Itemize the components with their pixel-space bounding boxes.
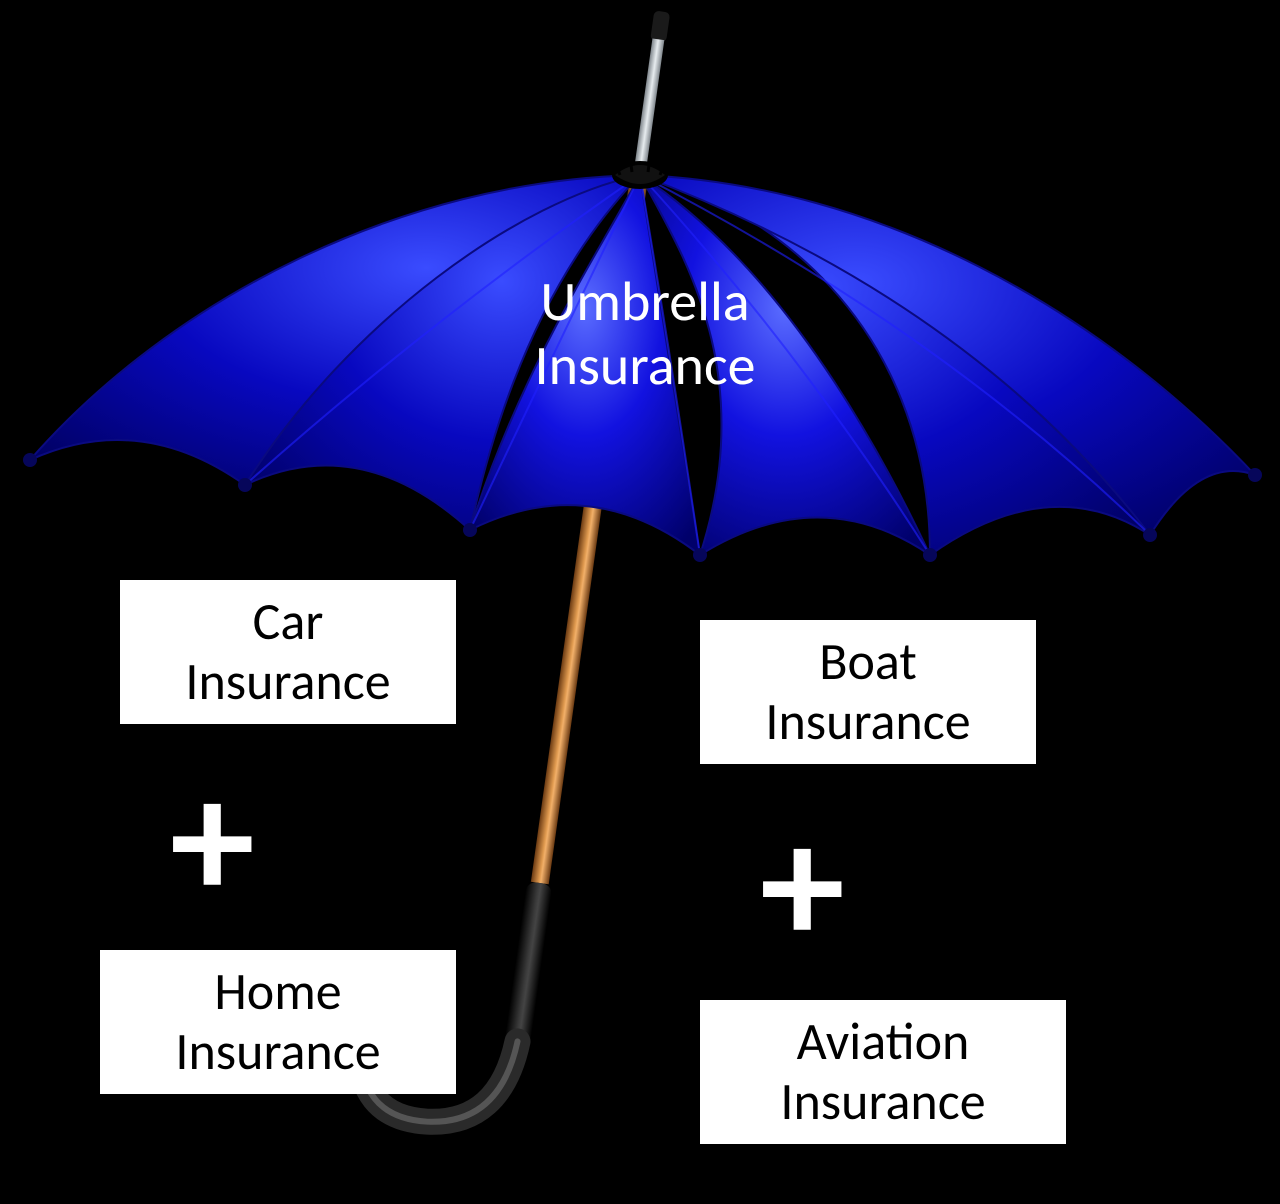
aviation-insurance-label: Aviation Insurance: [700, 1000, 1066, 1144]
plus-icon: +: [760, 800, 845, 970]
diagram-stage: Umbrella Insurance Car Insurance Home In…: [0, 0, 1280, 1204]
car-insurance-label: Car Insurance: [120, 580, 456, 724]
home-insurance-label: Home Insurance: [100, 950, 456, 1094]
boat-insurance-label: Boat Insurance: [700, 620, 1036, 764]
umbrella-insurance-title: Umbrella Insurance: [465, 270, 825, 399]
plus-icon: +: [170, 755, 255, 925]
